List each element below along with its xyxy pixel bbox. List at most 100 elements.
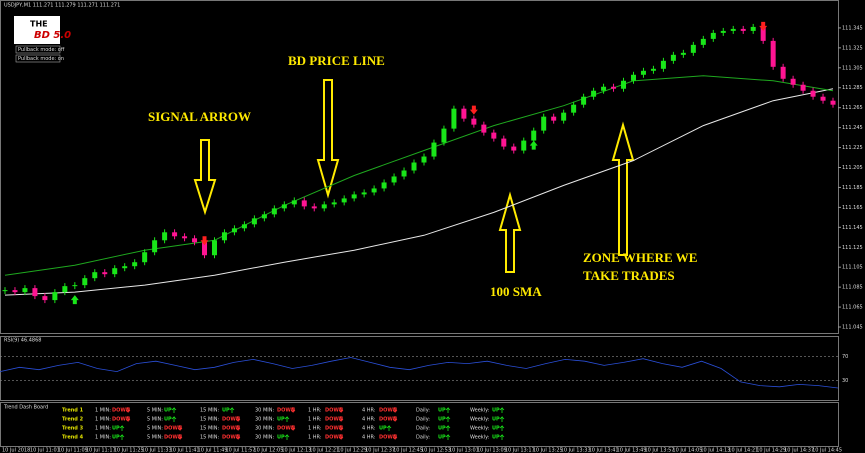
- buy-signal: [70, 295, 79, 305]
- trend-state: UP: [112, 435, 120, 441]
- pullback-on-button[interactable]: [15, 54, 61, 63]
- candle: [481, 124, 487, 133]
- candle: [810, 90, 816, 97]
- candle: [760, 26, 766, 41]
- candle: [211, 240, 217, 256]
- trend-arrow: [499, 407, 505, 413]
- trend-arrow: [171, 407, 177, 413]
- trend-arrow: [229, 407, 235, 413]
- trend-arrow: [338, 407, 344, 413]
- pullback-on[interactable]: Pullback mode: on: [18, 56, 64, 62]
- candle: [351, 194, 357, 199]
- candle: [72, 285, 78, 287]
- candle: [12, 290, 18, 293]
- logo-top: THE: [30, 20, 48, 29]
- candle: [660, 60, 666, 69]
- column-label: Weekly:: [470, 408, 490, 414]
- candle: [122, 266, 128, 269]
- trend-arrow: [235, 425, 241, 431]
- trend-state: UP: [112, 426, 120, 432]
- trend-state: DOWN: [325, 426, 343, 432]
- candle: [740, 28, 746, 31]
- candle: [2, 290, 8, 292]
- trend-arrow: [177, 425, 183, 431]
- x-tick-label: 10 Jul 11:57: [225, 448, 255, 453]
- dashboard-title: Trend Dash Board: [3, 405, 48, 411]
- candle: [291, 200, 297, 205]
- candle: [172, 232, 178, 237]
- x-tick-label: 10 Jul 13:57: [644, 448, 674, 453]
- candle: [241, 224, 247, 229]
- y-tick-label: 111.085: [842, 285, 863, 291]
- trend-arrow: [386, 425, 392, 431]
- candle: [441, 128, 447, 143]
- trend-state: UP: [164, 408, 172, 414]
- trend-state: UP: [438, 426, 446, 432]
- candle: [670, 54, 676, 61]
- x-tick-label: 10 Jul 13:49: [617, 448, 647, 453]
- candle: [22, 288, 28, 293]
- candle: [630, 74, 636, 81]
- candle: [780, 66, 786, 79]
- trend-state: UP: [492, 417, 500, 423]
- trend-state: DOWN: [325, 408, 343, 414]
- candle: [601, 86, 607, 91]
- candle: [680, 52, 686, 55]
- column-label: 30 MIN:: [255, 408, 274, 414]
- x-tick-label: 10 Jul 14:37: [784, 448, 814, 453]
- x-tick-label: 10 Jul 13:25: [533, 448, 563, 453]
- candle: [401, 170, 407, 177]
- column-label: 5 MIN:: [147, 435, 163, 441]
- trend-state: UP: [277, 417, 285, 423]
- candle: [581, 96, 587, 105]
- candle: [621, 80, 627, 89]
- trend-state: UP: [438, 435, 446, 441]
- y-tick-label: 111.245: [842, 125, 863, 131]
- trend-arrow: [290, 425, 296, 431]
- candle: [730, 28, 736, 31]
- candle: [710, 32, 716, 39]
- trend-arrow: [284, 416, 290, 422]
- annotation: ZONE WHERE WE: [583, 250, 697, 265]
- trend-name: Trend 2: [62, 417, 84, 423]
- trend-state: DOWN: [325, 435, 343, 441]
- candle: [431, 142, 437, 157]
- trend-arrow: [392, 416, 398, 422]
- column-label: 15 MIN:: [200, 426, 219, 432]
- candle: [511, 146, 517, 151]
- x-tick-label: 10 Jul 11:01: [30, 448, 60, 453]
- column-label: Weekly:: [470, 426, 490, 432]
- candle: [820, 96, 826, 101]
- y-tick-label: 111.225: [842, 145, 863, 151]
- trend-arrow: [177, 434, 183, 440]
- rsi-label: RSI(9) 46.4868: [4, 338, 41, 344]
- candle: [501, 138, 507, 147]
- trend-arrow: [125, 407, 131, 413]
- column-label: 15 MIN:: [200, 408, 219, 414]
- pullback-off[interactable]: Pullback mode: off: [18, 47, 65, 53]
- candle: [281, 204, 287, 209]
- x-tick-label: 10 Jul 13:17: [505, 448, 535, 453]
- x-tick-label: 10 Jul 14:05: [672, 448, 702, 453]
- candle: [142, 252, 148, 263]
- candle: [790, 78, 796, 85]
- x-tick-label: 10 Jul 13:41: [589, 448, 619, 453]
- y-tick-label: 111.045: [842, 325, 863, 331]
- rsi-line: [0, 357, 839, 389]
- candle: [132, 262, 138, 267]
- x-tick-label: 10 Jul 14:45: [812, 448, 842, 453]
- pullback-off-button[interactable]: [15, 45, 61, 54]
- candle: [571, 104, 577, 113]
- trend-state: DOWN: [164, 435, 182, 441]
- candle: [551, 116, 557, 121]
- trend-state: DOWN: [325, 417, 343, 423]
- trend-name: Trend 3: [62, 426, 84, 432]
- candle: [690, 44, 696, 53]
- x-tick-label: 10 Jul 13:09: [477, 448, 507, 453]
- candle: [521, 140, 527, 151]
- column-label: 30 MIN:: [255, 435, 274, 441]
- callout-arrow: [498, 191, 522, 273]
- symbol-info: USDJPY,M1 111.271 111.279 111.271 111.27…: [4, 3, 120, 9]
- column-label: 5 MIN:: [147, 417, 163, 423]
